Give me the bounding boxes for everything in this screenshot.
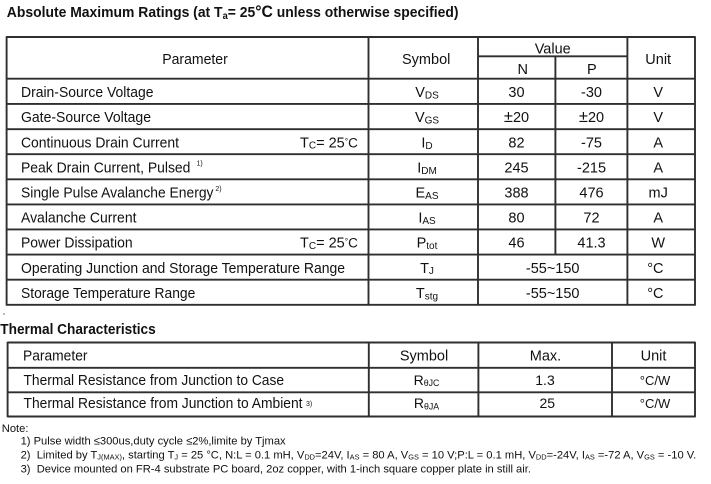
svg-text:80: 80 xyxy=(508,211,524,227)
svg-text:-55~150: -55~150 xyxy=(526,261,580,277)
svg-text:V: V xyxy=(653,110,663,126)
svg-text:Gate-Source Voltage: Gate-Source Voltage xyxy=(21,110,151,126)
svg-text:V: V xyxy=(653,85,663,101)
svg-text:Parameter: Parameter xyxy=(23,348,88,364)
svg-text:A: A xyxy=(653,160,663,176)
svg-text:°C/W: °C/W xyxy=(640,373,671,388)
svg-text:Storage Temperature Range: Storage Temperature Range xyxy=(21,286,195,302)
svg-text:46: 46 xyxy=(508,236,524,252)
svg-text:P: P xyxy=(587,62,597,78)
svg-text:-55~150: -55~150 xyxy=(526,286,580,302)
svg-text:30: 30 xyxy=(508,85,524,101)
svg-text:72: 72 xyxy=(583,211,599,227)
svg-text:1) Pulse width ≤300us,duty cyc: 1) Pulse width ≤300us,duty cycle ≤2%,lim… xyxy=(21,435,286,447)
svg-text:Avalanche Current: Avalanche Current xyxy=(21,211,137,227)
svg-text:-215: -215 xyxy=(577,160,606,176)
svg-text:°C/W: °C/W xyxy=(640,396,671,411)
svg-text:Drain-Source Voltage: Drain-Source Voltage xyxy=(21,85,154,101)
svg-text:Symbol: Symbol xyxy=(400,348,448,364)
svg-text:W: W xyxy=(651,236,665,252)
svg-text:3): 3) xyxy=(306,401,312,408)
svg-text:N: N xyxy=(517,62,527,78)
svg-text:°C: °C xyxy=(647,261,663,277)
svg-text:-30: -30 xyxy=(581,85,602,101)
svg-text:82: 82 xyxy=(508,135,524,151)
svg-text:Thermal Resistance from Juncti: Thermal Resistance from Junction to Case xyxy=(24,373,285,389)
svg-text:mJ: mJ xyxy=(649,186,668,202)
svg-text:Absolute Maximum Ratings (at T: Absolute Maximum Ratings (at Ta= 25°C un… xyxy=(7,2,459,22)
svg-text:A: A xyxy=(653,135,663,151)
svg-text:Operating Junction and Storage: Operating Junction and Storage Temperatu… xyxy=(21,261,345,277)
svg-text:Parameter: Parameter xyxy=(162,52,228,68)
svg-text:±20: ±20 xyxy=(579,108,604,126)
svg-text:Unit: Unit xyxy=(645,52,671,68)
svg-text:388: 388 xyxy=(504,186,528,202)
svg-text:Symbol: Symbol xyxy=(402,52,450,68)
svg-text:Value: Value xyxy=(535,41,571,57)
svg-text:25: 25 xyxy=(540,395,556,411)
svg-text:Note:: Note: xyxy=(2,423,29,435)
svg-text:Thermal Resistance from Juncti: Thermal Resistance from Junction to Ambi… xyxy=(24,396,303,412)
svg-text:41.3: 41.3 xyxy=(577,236,605,252)
svg-text:1.3: 1.3 xyxy=(535,372,555,388)
svg-text:Power Dissipation: Power Dissipation xyxy=(21,236,133,252)
svg-text:245: 245 xyxy=(504,160,528,176)
svg-text:-75: -75 xyxy=(581,135,602,151)
svg-text:3) Device mounted on FR-4 sub: 3) Device mounted on FR-4 substrate PC b… xyxy=(21,463,531,475)
svg-text:TC= 25°C: TC= 25°C xyxy=(300,236,358,252)
svg-text:TC= 25°C: TC= 25°C xyxy=(300,135,358,151)
svg-text:A: A xyxy=(653,211,663,227)
svg-text:2): 2) xyxy=(215,186,221,193)
svg-text:°C: °C xyxy=(647,286,663,302)
svg-text:Unit: Unit xyxy=(641,348,667,364)
svg-text:2) Limited by TJ(MAX), starti: 2) Limited by TJ(MAX), starting TJ = 25 … xyxy=(21,449,697,461)
svg-text:Thermal Characteristics: Thermal Characteristics xyxy=(0,322,155,339)
svg-text:Continuous Drain Current: Continuous Drain Current xyxy=(21,135,179,151)
svg-text:Max.: Max. xyxy=(530,348,561,364)
svg-text:ID: ID xyxy=(421,135,432,151)
svg-text:±20: ±20 xyxy=(504,108,529,126)
svg-text:476: 476 xyxy=(579,186,603,202)
svg-text:Single Pulse Avalanche Energy: Single Pulse Avalanche Energy xyxy=(21,186,214,202)
svg-text:Peak Drain Current, Pulsed: Peak Drain Current, Pulsed xyxy=(21,160,190,176)
svg-text:1): 1) xyxy=(197,160,203,167)
